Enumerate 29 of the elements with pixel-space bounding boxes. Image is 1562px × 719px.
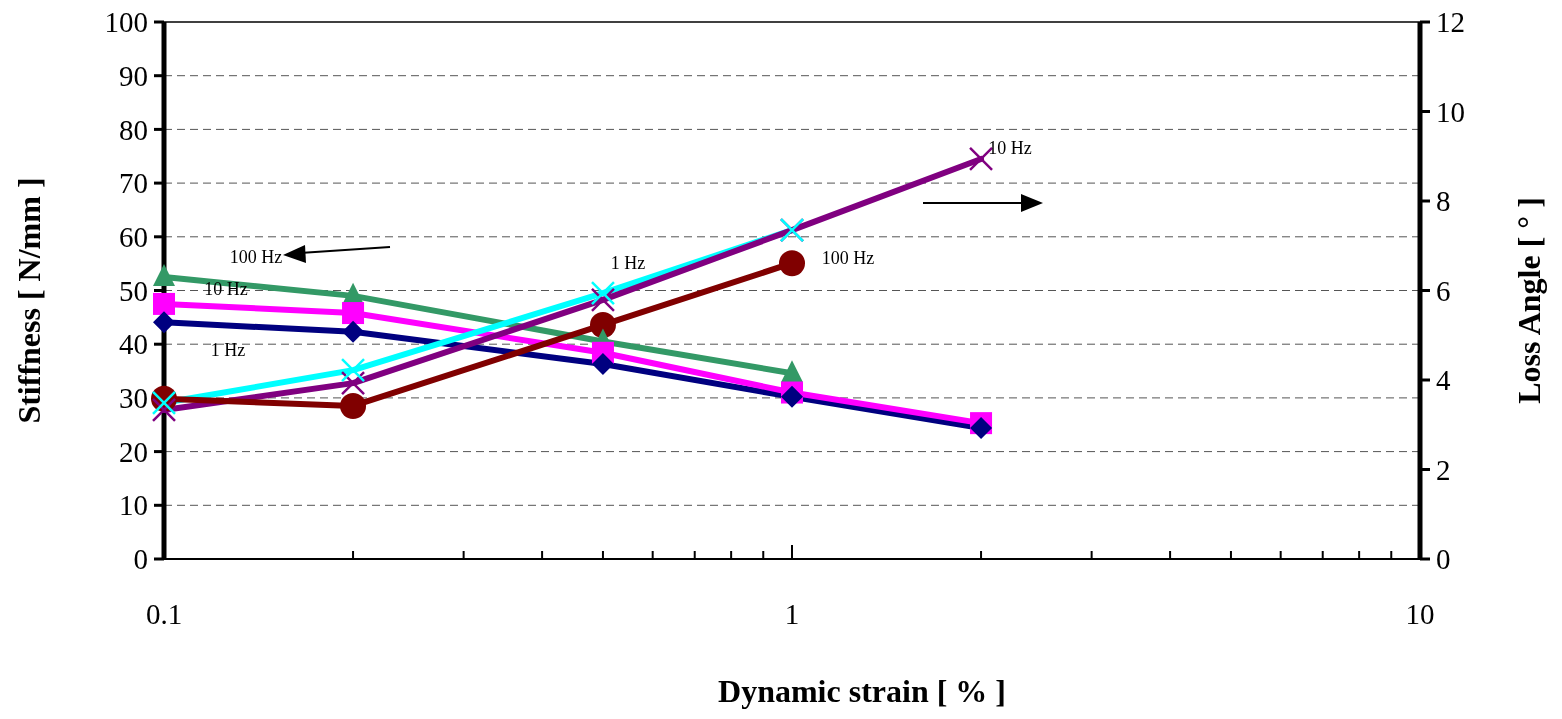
annotation: 100 Hz — [229, 247, 283, 268]
x-tick-label: 10 — [1405, 598, 1435, 630]
y-tick-label: 100 — [104, 6, 148, 39]
y-tick-label: 30 — [119, 382, 148, 415]
y2-axis-title: Loss Angle [ ° ] — [1511, 197, 1547, 404]
y2-tick-label: 6 — [1436, 274, 1451, 307]
y-tick-label: 70 — [119, 167, 148, 200]
x-tick-label: 0.1 — [145, 598, 183, 630]
y-tick-label: 50 — [119, 274, 148, 307]
y-tick-label: 20 — [119, 435, 148, 468]
annotation: 10 Hz — [988, 138, 1032, 159]
x-axis-title: Dynamic strain [ % ] — [718, 673, 1006, 709]
y-tick-label: 40 — [119, 328, 148, 361]
annotation: 1 Hz — [610, 253, 646, 274]
y2-tick-label: 4 — [1436, 364, 1451, 397]
x-tick-label: 1 — [784, 598, 800, 630]
y2-tick-label: 12 — [1436, 6, 1465, 39]
y-tick-label: 90 — [119, 59, 148, 92]
y2-tick-label: 10 — [1436, 95, 1465, 128]
y-tick-label: 10 — [119, 489, 148, 522]
annotation: 1 Hz — [210, 340, 246, 361]
y-tick-label: 60 — [119, 220, 148, 253]
y-axis-title: Stiffness [ N/mm ] — [11, 177, 47, 424]
y2-tick-label: 8 — [1436, 185, 1451, 218]
y-tick-label: 0 — [133, 543, 148, 576]
y2-tick-label: 2 — [1436, 453, 1451, 486]
y2-tick-label: 0 — [1436, 543, 1451, 576]
annotation: 100 Hz — [821, 248, 875, 269]
y-tick-label: 80 — [119, 113, 148, 146]
